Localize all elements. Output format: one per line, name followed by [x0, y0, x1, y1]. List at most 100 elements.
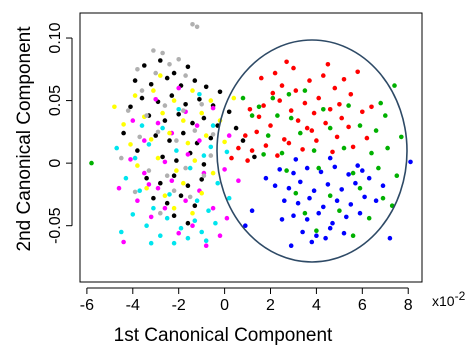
data-point: [350, 144, 356, 150]
data-point: [155, 120, 161, 126]
data-point: [181, 118, 186, 123]
data-point: [137, 134, 142, 140]
data-point: [378, 100, 384, 106]
data-point: [293, 190, 299, 196]
data-point: [146, 182, 152, 187]
data-point: [263, 175, 269, 181]
data-point: [249, 148, 255, 153]
data-point: [151, 48, 156, 53]
data-point: [125, 108, 131, 113]
data-point: [174, 148, 179, 153]
data-point: [203, 238, 209, 243]
y-tick-label: -0.05: [47, 207, 64, 244]
data-point: [224, 215, 230, 221]
data-point: [316, 210, 322, 216]
x-tick-label: 4: [312, 297, 321, 314]
data-point: [135, 67, 140, 72]
data-point: [217, 89, 223, 95]
data-point: [190, 223, 195, 228]
data-point: [261, 152, 266, 157]
data-point: [213, 220, 218, 226]
data-point: [171, 70, 177, 76]
data-point: [185, 152, 191, 157]
data-point: [148, 240, 154, 246]
data-point: [376, 165, 381, 171]
data-point: [302, 210, 308, 216]
data-point: [325, 182, 331, 187]
data-point: [185, 64, 191, 70]
data-point: [270, 95, 276, 101]
data-point: [226, 195, 232, 201]
data-point: [160, 50, 165, 56]
data-point: [314, 138, 319, 143]
data-point: [162, 118, 168, 123]
data-point: [176, 112, 181, 117]
data-point: [210, 205, 216, 211]
data-point: [151, 205, 156, 211]
data-point: [167, 130, 172, 136]
data-point: [210, 123, 216, 128]
data-point: [284, 168, 289, 173]
data-point: [199, 110, 204, 116]
data-point: [245, 158, 250, 163]
data-point: [121, 239, 126, 245]
data-point: [199, 229, 204, 235]
data-point: [286, 92, 292, 97]
data-point: [201, 115, 207, 121]
data-point: [183, 165, 188, 171]
data-point: [240, 95, 246, 101]
y-tick-label: 0.05: [47, 85, 64, 116]
data-point: [332, 164, 338, 170]
data-point: [321, 107, 326, 112]
data-point: [162, 193, 168, 198]
data-point: [298, 130, 303, 136]
data-point: [160, 125, 165, 131]
data-point: [197, 92, 202, 97]
data-point: [291, 170, 296, 176]
data-point: [144, 185, 149, 191]
data-point: [128, 104, 133, 110]
data-point: [321, 73, 326, 78]
data-point: [162, 159, 168, 165]
y-tick-label: 0: [47, 159, 64, 168]
data-point: [279, 83, 285, 88]
data-point: [114, 145, 119, 151]
data-point: [176, 107, 181, 112]
data-point: [155, 185, 161, 191]
data-point: [121, 122, 126, 127]
data-point: [201, 162, 207, 167]
data-point: [369, 104, 374, 110]
data-point: [197, 97, 202, 102]
data-point: [277, 98, 283, 103]
data-point: [192, 78, 198, 83]
data-point: [142, 170, 147, 176]
data-point: [148, 214, 154, 220]
data-point: [128, 142, 133, 147]
data-point: [302, 100, 308, 106]
y-axis: -0.05 0 0.05 0.10: [47, 22, 73, 244]
data-point: [350, 233, 356, 238]
data-points: [89, 22, 413, 248]
data-point: [231, 95, 237, 101]
x-tick-label: 2: [266, 297, 275, 314]
x-tick-label: 6: [358, 297, 367, 314]
data-point: [187, 194, 193, 200]
data-point: [323, 120, 328, 126]
data-point: [167, 192, 172, 197]
data-point: [240, 138, 246, 143]
data-point: [346, 172, 351, 177]
data-point: [153, 97, 158, 102]
data-point: [327, 155, 333, 161]
data-point: [146, 142, 152, 147]
data-point: [162, 103, 168, 108]
data-point: [185, 183, 191, 188]
data-point: [155, 129, 161, 135]
data-point: [171, 98, 177, 103]
data-point: [360, 168, 365, 173]
data-point: [142, 63, 147, 68]
data-point: [385, 145, 390, 151]
data-point: [176, 85, 181, 91]
data-point: [309, 239, 315, 245]
data-point: [304, 165, 310, 171]
data-point: [243, 223, 248, 228]
